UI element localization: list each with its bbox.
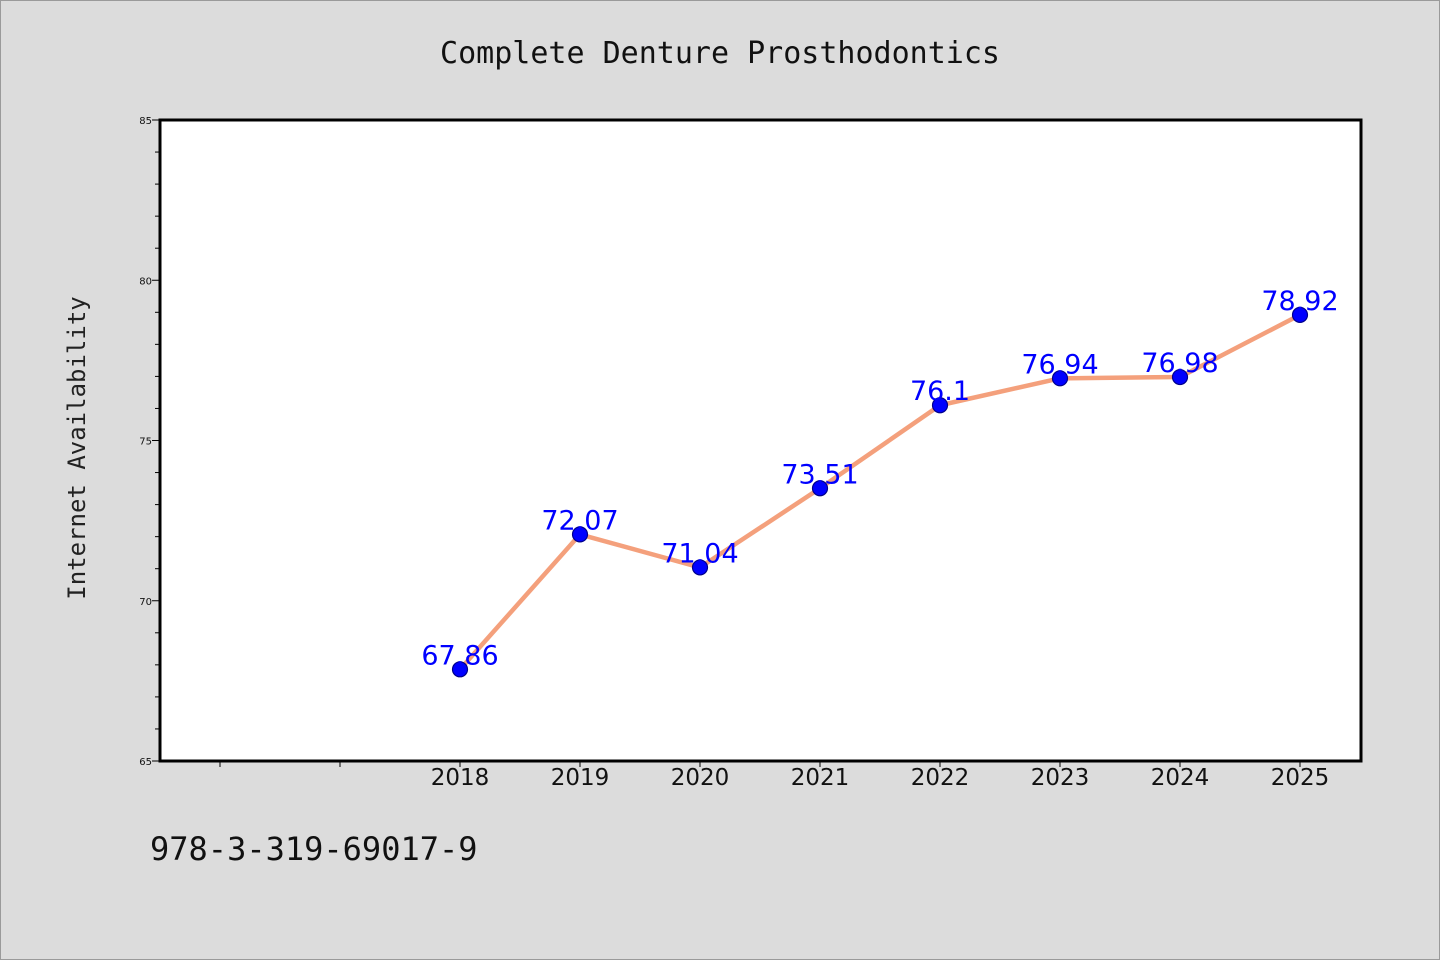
data-labels: 67.86 72.07 71.04 73.51 76.1 76.94 76.98 78.92 [421,286,1338,671]
data-label: 76.1 [910,376,970,407]
data-point [691,559,709,576]
data-label: 76.94 [1021,349,1098,380]
x-tick-label: 2023 [1031,765,1090,791]
x-axis: 2018 2019 2020 2021 2022 2023 2024 2025 [219,761,1330,791]
data-label: 71.04 [661,538,738,569]
series-layer [451,306,1309,678]
y-axis-label: Internet Availability [63,296,91,599]
data-label: 78.92 [1261,286,1338,317]
x-tick-label: 2020 [671,765,730,791]
y-tick-label: 85 [139,116,152,127]
data-label: 73.51 [781,459,858,490]
data-point [931,397,949,414]
data-point [451,661,469,678]
data-point [1291,306,1309,323]
series-line [457,312,1303,672]
plot-area [158,118,1363,763]
y-tick-label: 70 [139,597,152,608]
chart-title: Complete Denture Prosthodontics [440,36,1000,71]
x-tick-label: 2022 [911,765,970,791]
data-point [571,526,589,543]
x-tick-label: 2018 [431,765,490,791]
x-tick-label: 2021 [791,765,850,791]
x-tick-label: 2024 [1151,765,1210,791]
y-tick-label: 80 [139,276,152,287]
data-label: 72.07 [541,505,618,536]
data-point [1051,370,1069,387]
data-point [811,480,829,497]
data-point [1171,368,1189,386]
y-tick-label: 75 [139,437,152,448]
data-label: 76.98 [1141,348,1218,379]
isbn-text: 978-3-319-69017-9 [150,830,478,868]
y-tick-label: 65 [139,757,152,768]
data-label: 67.86 [421,640,498,671]
x-tick-label: 2019 [551,765,610,791]
x-tick-label: 2025 [1271,765,1330,791]
y-axis: 65 70 75 80 85 [139,116,160,768]
